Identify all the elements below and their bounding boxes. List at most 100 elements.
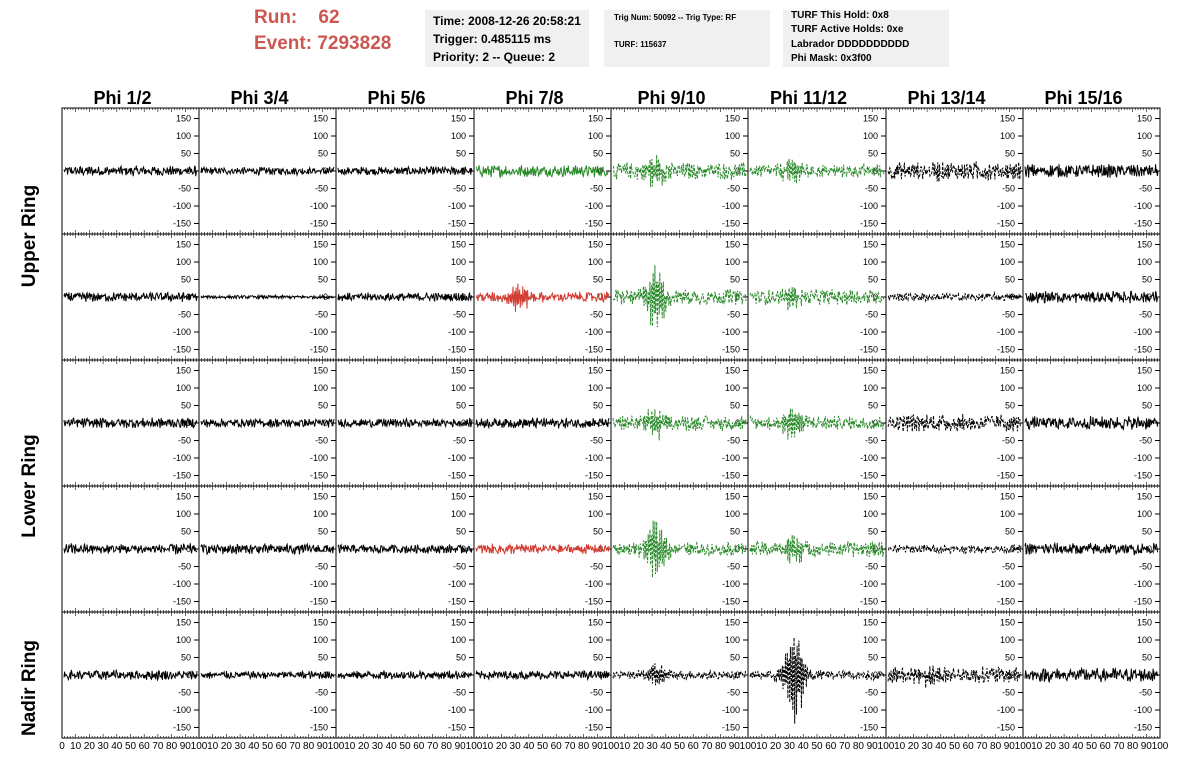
waveform-trace — [63, 291, 198, 303]
y-tick-label: -50 — [590, 436, 603, 446]
y-tick-label: -100 — [173, 705, 191, 715]
run-event-box: Run: 62 Event: 7293828 — [254, 8, 419, 60]
event-value: 7293828 — [317, 33, 392, 54]
y-tick-label: -100 — [448, 201, 466, 211]
y-tick-label: 150 — [176, 618, 191, 628]
y-tick-label: -50 — [865, 562, 878, 572]
run-line: Run: 62 — [254, 8, 419, 34]
x-tick-label: 10 — [70, 741, 82, 752]
y-tick-label: 150 — [176, 240, 191, 250]
x-tick-label: 10 — [619, 741, 631, 752]
y-tick-label: 100 — [863, 131, 878, 141]
y-tick-label: -50 — [178, 436, 191, 446]
y-tick-label: 150 — [451, 366, 466, 376]
y-tick-label: -50 — [315, 688, 328, 698]
x-tick-label: 30 — [1059, 741, 1071, 752]
x-tick-label: 50 — [1086, 741, 1098, 752]
x-tick-label: 100 — [740, 741, 757, 752]
y-tick-label: -100 — [310, 705, 328, 715]
x-tick-label: 80 — [303, 741, 315, 752]
waveform-trace — [887, 665, 1022, 689]
waveform-trace — [337, 416, 473, 429]
y-tick-label: 150 — [176, 114, 191, 124]
y-tick-label: 100 — [725, 509, 740, 519]
y-tick-label: -100 — [1134, 705, 1152, 715]
y-tick-label: -100 — [173, 579, 191, 589]
y-tick-label: -100 — [1134, 201, 1152, 211]
x-tick-label: 40 — [386, 741, 398, 752]
y-tick-label: -50 — [178, 310, 191, 320]
x-tick-label: 20 — [496, 741, 508, 752]
y-tick-label: 0 — [735, 544, 740, 554]
y-tick-label: 150 — [725, 618, 740, 628]
y-tick-label: 100 — [725, 257, 740, 267]
y-tick-label: 0 — [1010, 544, 1015, 554]
y-tick-label: -100 — [860, 453, 878, 463]
x-tick-label: 30 — [372, 741, 384, 752]
x-tick-label: 10 — [894, 741, 906, 752]
x-tick-label: 100 — [191, 741, 208, 752]
y-tick-label: 50 — [730, 149, 740, 159]
y-tick-label: -150 — [860, 723, 878, 733]
y-tick-label: -50 — [178, 562, 191, 572]
y-tick-label: -150 — [585, 597, 603, 607]
waveform-trace — [200, 542, 335, 556]
y-tick-label: 50 — [593, 527, 603, 537]
time-info-box: Time: 2008-12-26 20:58:21 Trigger: 0.485… — [425, 10, 589, 67]
x-tick-label: 30 — [647, 741, 659, 752]
waveform-trace — [1024, 415, 1159, 431]
y-tick-label: 50 — [181, 527, 191, 537]
y-tick-label: -50 — [1139, 436, 1152, 446]
y-tick-label: 100 — [313, 257, 328, 267]
y-tick-label: 150 — [863, 114, 878, 124]
y-tick-label: 50 — [456, 527, 466, 537]
x-tick-label: 80 — [578, 741, 590, 752]
y-tick-label: -150 — [722, 219, 740, 229]
x-tick-label: 100 — [1152, 741, 1169, 752]
x-tick-label: 50 — [811, 741, 823, 752]
x-tick-label: 30 — [922, 741, 934, 752]
y-tick-label: 50 — [730, 275, 740, 285]
x-tick-label: 80 — [990, 741, 1002, 752]
y-tick-label: 150 — [1000, 366, 1015, 376]
trigger-info-box: Trig Num: 50092 -- Trig Type: RF TURF: 1… — [604, 10, 770, 67]
y-tick-label: 150 — [313, 618, 328, 628]
x-tick-label: 50 — [949, 741, 961, 752]
x-tick-label: 40 — [660, 741, 672, 752]
waveform-trace — [887, 161, 1022, 182]
x-tick-label: 30 — [510, 741, 522, 752]
y-tick-label: 100 — [176, 383, 191, 393]
y-tick-label: 0 — [735, 418, 740, 428]
y-tick-label: -150 — [173, 597, 191, 607]
y-tick-label: -50 — [590, 184, 603, 194]
y-tick-label: -150 — [997, 471, 1015, 481]
y-tick-label: 100 — [725, 383, 740, 393]
waveform-trace — [475, 283, 610, 312]
y-tick-label: 150 — [725, 366, 740, 376]
y-tick-label: 150 — [1000, 618, 1015, 628]
x-tick-label: 90 — [729, 741, 741, 752]
waveform-trace — [475, 542, 610, 555]
y-tick-label: 150 — [313, 240, 328, 250]
y-tick-label: 0 — [598, 292, 603, 302]
y-tick-label: 100 — [725, 131, 740, 141]
x-tick-label: 80 — [166, 741, 178, 752]
y-tick-label: -50 — [727, 310, 740, 320]
y-tick-label: 150 — [451, 618, 466, 628]
x-tick-label: 70 — [976, 741, 988, 752]
y-tick-label: -150 — [997, 597, 1015, 607]
y-tick-label: 50 — [1142, 401, 1152, 411]
y-tick-label: 100 — [1000, 509, 1015, 519]
y-tick-label: -100 — [585, 453, 603, 463]
x-tick-label: 20 — [633, 741, 645, 752]
y-tick-label: 100 — [451, 257, 466, 267]
x-tick-label: 30 — [235, 741, 247, 752]
waveform-trace — [1024, 164, 1159, 179]
y-tick-label: 50 — [456, 401, 466, 411]
y-tick-label: 50 — [868, 653, 878, 663]
y-tick-label: -50 — [178, 184, 191, 194]
y-tick-label: 0 — [1147, 292, 1152, 302]
phi-mask-text: Phi Mask: 0x3f00 — [791, 53, 872, 64]
y-tick-label: -50 — [865, 184, 878, 194]
waveform-trace — [749, 287, 885, 311]
